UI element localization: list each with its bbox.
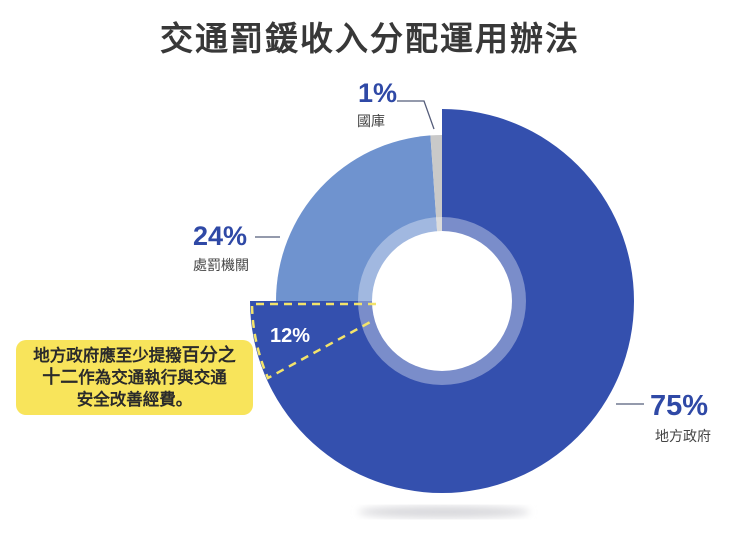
local-pct: 75% — [650, 390, 709, 422]
highlight-12-outline — [250, 302, 376, 380]
highlight-pct: 12% — [270, 325, 311, 347]
note-line1-a: 地方政府應至少提撥 — [33, 346, 182, 365]
note-line1-b: 百分之 — [181, 345, 236, 366]
national-name: 國庫 — [357, 114, 385, 130]
chart-title: 交通罰鍰收入分配運用辦法 — [160, 19, 580, 58]
local-name: 地方政府 — [655, 429, 711, 445]
note-line2-a: 十二 — [42, 367, 79, 388]
agency-name: 處罰機關 — [193, 258, 249, 274]
note-line3: 安全改善經費。 — [76, 390, 193, 409]
note-line2-b: 作為交通執行與交通 — [78, 368, 227, 387]
chart-shadow — [358, 506, 530, 518]
agency-pct: 24% — [193, 221, 248, 251]
leader-line-national — [397, 100, 435, 130]
annotation-note: 地方政府應至少提撥百分之 十二作為交通執行與交通 安全改善經費。 — [16, 340, 253, 415]
national-pct: 1% — [358, 78, 398, 108]
donut-hole — [372, 231, 512, 371]
